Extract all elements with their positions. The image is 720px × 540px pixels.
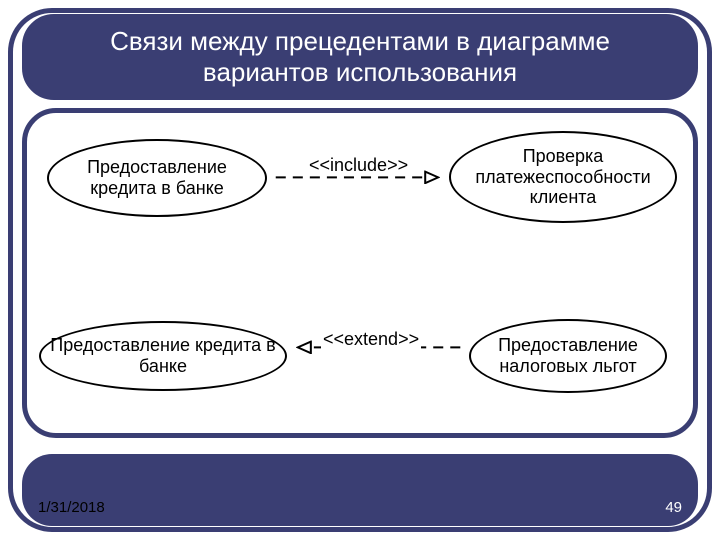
usecase-label: Предоставление кредита в банке (57, 157, 257, 198)
use-case-diagram: Предоставление кредита в банке Проверка … (39, 131, 681, 415)
stereotype-extend: <<extend>> (321, 329, 421, 350)
usecase-node: Предоставление кредита в банке (47, 139, 267, 217)
usecase-node: Предоставление налоговых льгот (469, 319, 667, 393)
usecase-label: Предоставление налоговых льгот (479, 335, 657, 376)
slide-title-box: Связи между прецедентами в диаграмме вар… (22, 14, 698, 100)
stereotype-include: <<include>> (307, 155, 410, 176)
usecase-label: Предоставление кредита в банке (49, 335, 277, 376)
slide-title: Связи между прецедентами в диаграмме вар… (46, 26, 674, 88)
usecase-node: Проверка платежеспособности клиента (449, 131, 677, 223)
footer-page: 49 (665, 499, 682, 516)
usecase-label: Проверка платежеспособности клиента (459, 146, 667, 208)
content-box: Предоставление кредита в банке Проверка … (22, 108, 698, 438)
footer-box (22, 454, 698, 526)
usecase-node: Предоставление кредита в банке (39, 321, 287, 391)
footer-date: 1/31/2018 (38, 499, 105, 516)
